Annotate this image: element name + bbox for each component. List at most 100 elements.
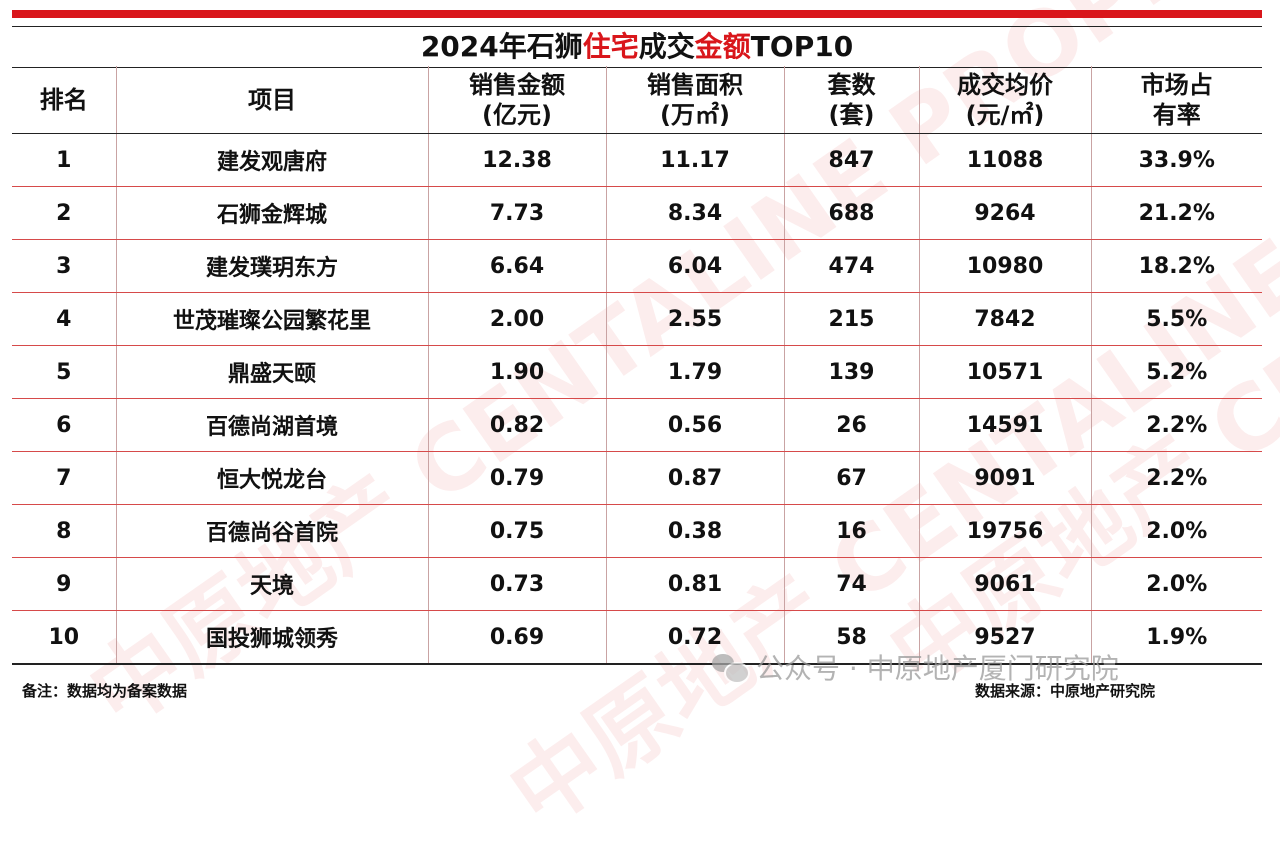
cell-sales-area: 0.72 [606,610,785,665]
wechat-account-watermark: 公众号 · 中原地产厦门研究院 [712,650,1119,685]
cell-avg-price: 9264 [919,186,1092,240]
table-row: 1 建发观唐府 12.38 11.17 847 11088 33.9% [12,133,1262,187]
header-rank: 排名 [12,66,117,134]
cell-market-share: 2.2% [1091,451,1262,505]
cell-avg-price: 10571 [919,345,1092,399]
cell-sales-amount: 12.38 [428,133,607,187]
table-row: 7 恒大悦龙台 0.79 0.87 67 9091 2.2% [12,451,1262,505]
cell-rank: 8 [12,504,117,558]
cell-rank: 10 [12,610,117,665]
cell-market-share: 2.0% [1091,557,1262,611]
cell-sales-area: 6.04 [606,239,785,293]
cell-units: 847 [784,133,920,187]
cell-sales-area: 8.34 [606,186,785,240]
cell-market-share: 1.9% [1091,610,1262,665]
cell-project: 恒大悦龙台 [116,451,429,505]
table-title: 2024年石狮住宅成交金额TOP10 [12,26,1262,68]
cell-project: 百德尚谷首院 [116,504,429,558]
cell-units: 26 [784,398,920,452]
cell-avg-price: 9061 [919,557,1092,611]
cell-avg-price: 14591 [919,398,1092,452]
cell-market-share: 2.0% [1091,504,1262,558]
cell-rank: 1 [12,133,117,187]
cell-project: 天境 [116,557,429,611]
cell-sales-area: 0.56 [606,398,785,452]
header-market-share: 市场占 有率 [1091,66,1262,134]
footer-note: 备注：数据均为备案数据 [22,682,188,700]
header-project: 项目 [116,66,429,134]
table-row: 5 鼎盛天颐 1.90 1.79 139 10571 5.2% [12,345,1262,399]
cell-market-share: 5.5% [1091,292,1262,346]
cell-sales-area: 2.55 [606,292,785,346]
cell-units: 474 [784,239,920,293]
cell-sales-area: 0.87 [606,451,785,505]
cell-sales-amount: 7.73 [428,186,607,240]
cell-rank: 7 [12,451,117,505]
cell-sales-amount: 0.79 [428,451,607,505]
cell-rank: 9 [12,557,117,611]
cell-sales-amount: 0.69 [428,610,607,665]
cell-rank: 4 [12,292,117,346]
cell-sales-amount: 1.90 [428,345,607,399]
wechat-icon [712,652,750,684]
cell-sales-area: 11.17 [606,133,785,187]
cell-units: 67 [784,451,920,505]
cell-project: 百德尚湖首境 [116,398,429,452]
cell-sales-area: 0.38 [606,504,785,558]
cell-avg-price: 19756 [919,504,1092,558]
header-sales-amount: 销售金额 (亿元) [428,66,607,134]
cell-market-share: 18.2% [1091,239,1262,293]
cell-units: 74 [784,557,920,611]
cell-sales-area: 0.81 [606,557,785,611]
title-part: 2024年石狮 [420,30,583,63]
cell-market-share: 21.2% [1091,186,1262,240]
cell-sales-amount: 0.73 [428,557,607,611]
account-name: 公众号 · 中原地产厦门研究院 [756,652,1119,685]
cell-market-share: 5.2% [1091,345,1262,399]
cell-project: 国投狮城领秀 [116,610,429,665]
cell-avg-price: 7842 [919,292,1092,346]
table-row: 10 国投狮城领秀 0.69 0.72 58 9527 1.9% [12,610,1262,665]
cell-units: 688 [784,186,920,240]
header-row: 排名 项目 销售金额 (亿元) 销售面积 (万㎡) 套数 (套) 成交均价 (元/㎡) … [12,66,1262,134]
table-row: 4 世茂璀璨公园繁花里 2.00 2.55 215 7842 5.5% [12,292,1262,346]
cell-market-share: 2.2% [1091,398,1262,452]
cell-sales-amount: 0.82 [428,398,607,452]
table-row: 2 石狮金辉城 7.73 8.34 688 9264 21.2% [12,186,1262,240]
table-row: 8 百德尚谷首院 0.75 0.38 16 19756 2.0% [12,504,1262,558]
cell-project: 鼎盛天颐 [116,345,429,399]
header-sales-area: 销售面积 (万㎡) [606,66,785,134]
cell-sales-amount: 2.00 [428,292,607,346]
title-highlight: 金额 [694,30,751,63]
cell-sales-amount: 6.64 [428,239,607,293]
cell-sales-amount: 0.75 [428,504,607,558]
top-accent-bar [12,10,1262,18]
cell-rank: 5 [12,345,117,399]
cell-project: 建发观唐府 [116,133,429,187]
cell-project: 石狮金辉城 [116,186,429,240]
cell-project: 建发璞玥东方 [116,239,429,293]
cell-avg-price: 9091 [919,451,1092,505]
cell-avg-price: 11088 [919,133,1092,187]
cell-avg-price: 9527 [919,610,1092,665]
cell-rank: 3 [12,239,117,293]
title-part: TOP10 [750,30,854,63]
cell-market-share: 33.9% [1091,133,1262,187]
title-part: 成交 [638,30,695,63]
cell-units: 58 [784,610,920,665]
cell-project: 世茂璀璨公园繁花里 [116,292,429,346]
ranking-table: 排名 项目 销售金额 (亿元) 销售面积 (万㎡) 套数 (套) 成交均价 (元/㎡) … [12,66,1262,665]
table-row: 9 天境 0.73 0.81 74 9061 2.0% [12,557,1262,611]
footer-source: 数据来源：中原地产研究院 [975,682,1156,700]
table-body: 1 建发观唐府 12.38 11.17 847 11088 33.9% 2 石狮金辉城 7.73 8… [12,133,1262,665]
cell-units: 16 [784,504,920,558]
cell-sales-area: 1.79 [606,345,785,399]
cell-units: 215 [784,292,920,346]
cell-avg-price: 10980 [919,239,1092,293]
cell-units: 139 [784,345,920,399]
table-row: 6 百德尚湖首境 0.82 0.56 26 14591 2.2% [12,398,1262,452]
header-avg-price: 成交均价 (元/㎡) [919,66,1092,134]
cell-rank: 6 [12,398,117,452]
title-highlight: 住宅 [582,30,639,63]
table-row: 3 建发璞玥东方 6.64 6.04 474 10980 18.2% [12,239,1262,293]
